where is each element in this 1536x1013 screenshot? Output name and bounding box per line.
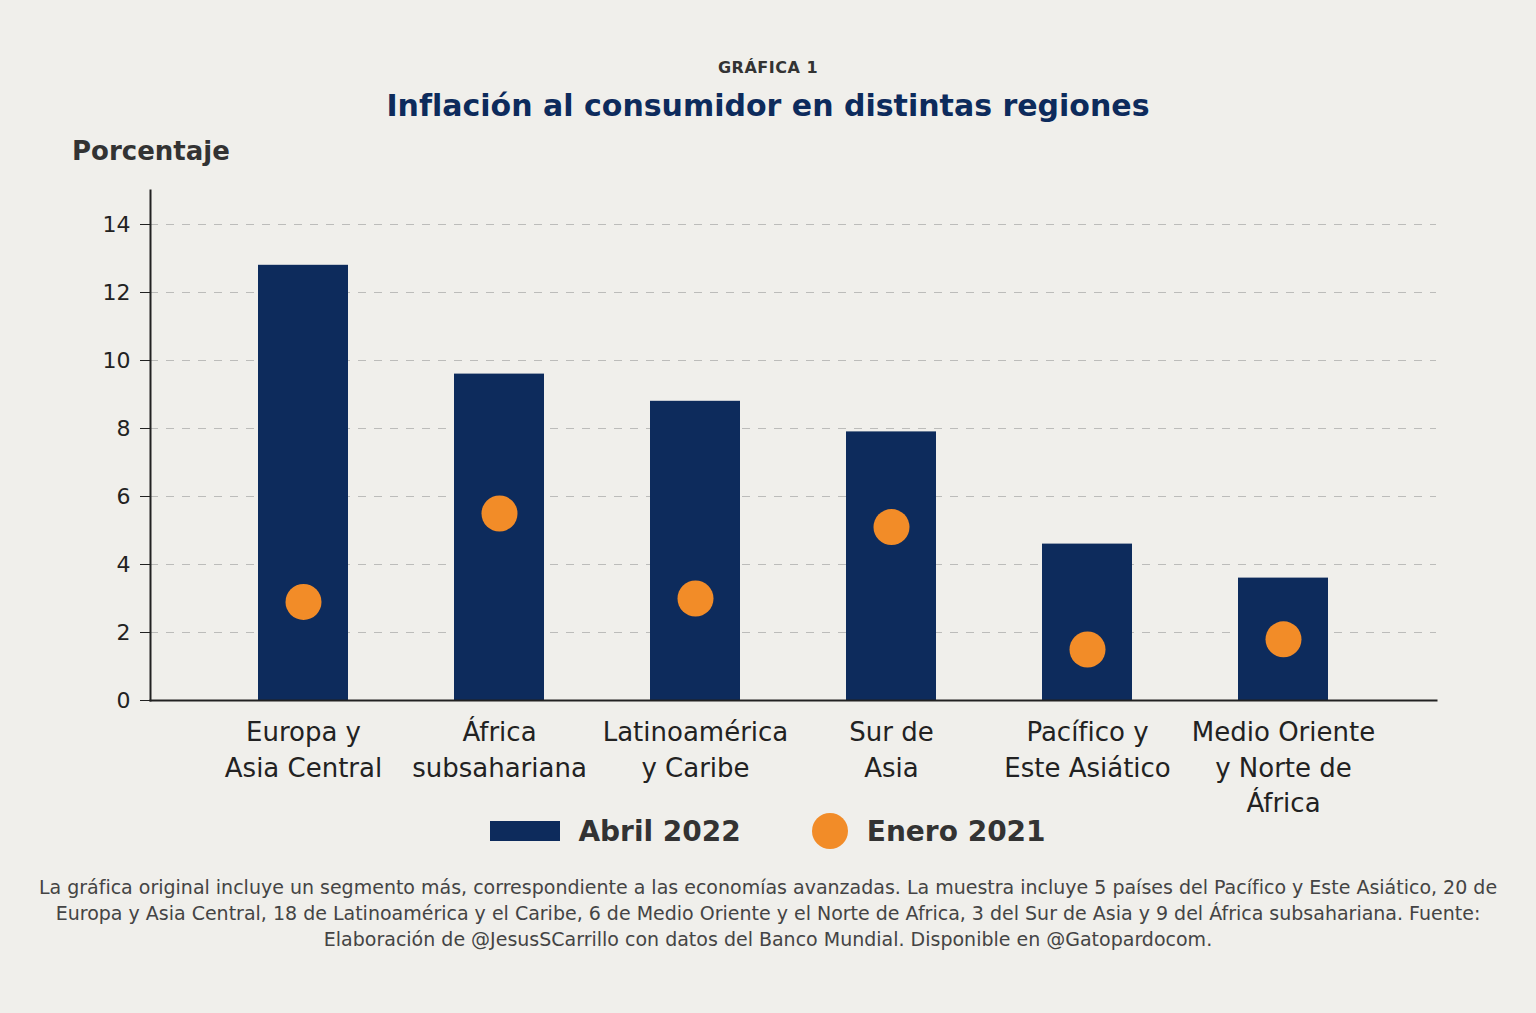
html-text:Enero 2021: Enero 2021: [866, 814, 1046, 848]
svg-text:Latinoaméricay Caribe: Latinoaméricay Caribe: [603, 717, 789, 782]
svg-text:6: 6: [117, 484, 131, 509]
svg-text:2: 2: [117, 620, 131, 645]
html-text:Abril 2022: Abril 2022: [578, 814, 741, 848]
svg-text:10: 10: [103, 348, 131, 373]
svg-text:14: 14: [103, 212, 131, 237]
svg-text:4: 4: [117, 552, 131, 577]
html-text:La gráfica original incluye un: La gráfica original incluye un segmento …: [38, 876, 1498, 950]
html-text:Inflación al consumidor en dis: Inflación al consumidor en distintas reg…: [386, 88, 1150, 123]
svg-text:Sur deAsia: Sur deAsia: [849, 717, 933, 782]
svg-text:8: 8: [117, 416, 131, 441]
svg-text:0: 0: [117, 688, 131, 713]
svg-text:Pacífico yEste Asiático: Pacífico yEste Asiático: [1004, 717, 1171, 782]
svg-text:Medio Orientey Norte deÁfrica: Medio Orientey Norte deÁfrica: [1192, 717, 1375, 817]
svg-text:12: 12: [103, 280, 131, 305]
html-text:GRÁFICA 1: GRÁFICA 1: [718, 58, 818, 77]
html-text:Porcentaje: Porcentaje: [72, 136, 230, 166]
svg-text:Europa yAsia Central: Europa yAsia Central: [225, 717, 382, 782]
svg-text:Áfricasubsahariana: Áfricasubsahariana: [412, 716, 587, 782]
